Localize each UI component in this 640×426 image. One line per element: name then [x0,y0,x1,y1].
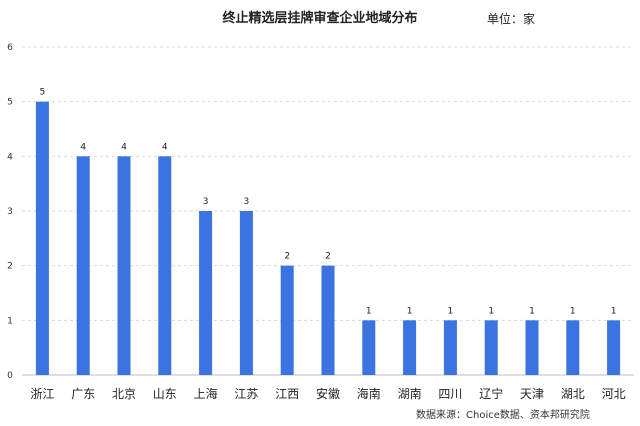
x-tick-label: 江西 [275,387,299,401]
x-tick-label: 湖南 [398,386,422,401]
bars [35,101,621,376]
y-tick-label: 1 [7,316,13,326]
bar [239,211,253,375]
data-labels: 5 4 4 4 3 3 2 2 1 1 1 1 1 1 1 [40,88,617,317]
data-label: 4 [80,142,86,152]
y-tick-label: 5 [7,98,13,108]
x-tick-label: 北京 [112,387,136,401]
data-label: 1 [611,306,617,316]
data-label: 1 [407,306,413,316]
data-label: 4 [121,142,127,152]
x-tick-label: 浙江 [30,387,54,401]
source-note: 数据来源：Choice数据、资本邦研究院 [416,408,590,421]
x-tick-label: 四川 [438,387,462,401]
x-tick-label: 湖北 [561,386,585,401]
data-label: 4 [162,142,168,152]
data-label: 5 [40,88,46,98]
bar [362,320,376,375]
unit-label: 单位：家 [487,11,535,26]
bar [199,211,213,375]
y-tick-label: 4 [7,152,13,162]
x-tick-label: 上海 [194,386,218,401]
y-tick-label: 0 [7,371,13,381]
y-tick-label: 6 [7,43,13,53]
bar [117,156,131,375]
x-axis-ticks: 浙江 广东 北京 山东 上海 江苏 江西 安徽 海南 湖南 四川 辽宁 天津 湖北 河北 [30,386,625,401]
x-tick-label: 辽宁 [479,386,503,401]
data-label: 1 [570,306,576,316]
bar [76,156,90,375]
x-tick-label: 山东 [153,387,177,401]
data-label: 3 [203,197,209,207]
bar [525,320,539,375]
data-label: 1 [529,306,535,316]
x-tick-label: 安徽 [316,386,340,401]
data-label: 3 [244,197,250,207]
bar [321,265,335,375]
bar [158,156,172,375]
y-tick-label: 3 [7,207,13,217]
x-tick-label: 河北 [602,387,626,401]
x-tick-label: 广东 [71,387,95,401]
y-axis-ticks: 0 1 2 3 4 5 6 [7,43,13,381]
y-tick-label: 2 [7,262,13,272]
data-label: 1 [448,306,454,316]
chart-title: 终止精选层挂牌审查企业地域分布 [222,10,417,26]
x-tick-label: 江苏 [234,387,258,401]
data-label: 2 [325,252,331,262]
x-tick-label: 海南 [357,386,381,401]
bar [607,320,621,375]
data-label: 1 [488,306,494,316]
bar [280,265,294,375]
data-label: 1 [366,306,372,316]
bar [566,320,580,375]
x-tick-label: 天津 [520,387,544,401]
bar [443,320,457,375]
bar [403,320,417,375]
bar [484,320,498,375]
bar [35,101,49,376]
data-label: 2 [284,252,290,262]
